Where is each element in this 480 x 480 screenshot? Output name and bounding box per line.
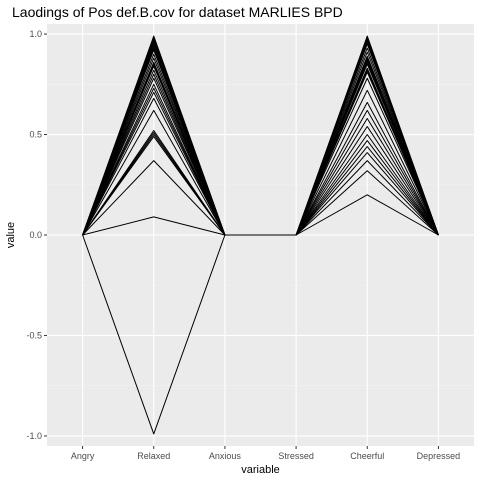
chart-title: Laodings of Pos def.B.cov for dataset MA…: [12, 4, 343, 20]
y-tick-label: 1.0: [29, 29, 42, 39]
y-axis-title: value: [5, 222, 17, 248]
y-tick-label: 0.5: [29, 130, 42, 140]
x-tick-label: Depressed: [417, 451, 461, 461]
x-tick-label: Anxious: [209, 451, 242, 461]
x-tick-label: Stressed: [278, 451, 314, 461]
series-lines: [82, 35, 439, 435]
x-axis: Angry Relaxed Anxious Stressed Cheerful Depre…: [71, 446, 460, 461]
y-tick-label: -1.0: [26, 431, 42, 441]
y-tick-label: 0.0: [29, 230, 42, 240]
x-axis-title: variable: [241, 464, 280, 476]
x-tick-label: Angry: [71, 451, 95, 461]
x-tick-label: Relaxed: [137, 451, 170, 461]
series-line-28: [82, 69, 439, 435]
y-tick-label: -0.5: [26, 330, 42, 340]
x-tick-label: Cheerful: [350, 451, 384, 461]
y-axis: -1.0 -0.5 0.0 0.5 1.0: [26, 29, 47, 441]
